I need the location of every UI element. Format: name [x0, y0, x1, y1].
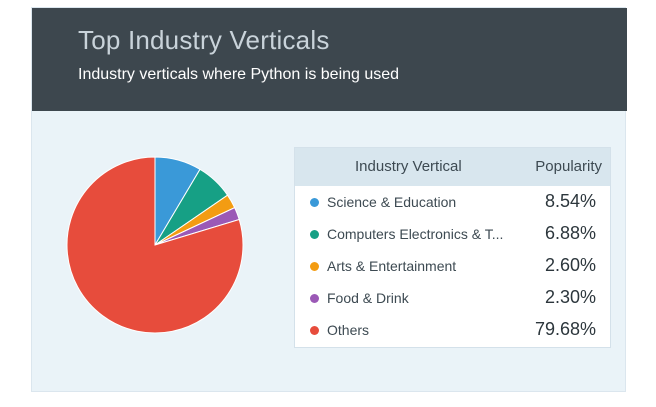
column-header-popularity: Popularity: [535, 158, 602, 175]
table-body: Science & Education 8.54% Computers Elec…: [295, 186, 610, 346]
legend-dot: [310, 326, 319, 335]
row-label: Computers Electronics & T...: [327, 226, 504, 242]
table-row: Food & Drink 2.30%: [295, 282, 610, 314]
row-value: 6.88%: [544, 223, 596, 243]
card-header: Top Industry Verticals Industry vertical…: [32, 8, 627, 111]
industry-verticals-card: Top Industry Verticals Industry vertical…: [31, 7, 627, 392]
card-title: Top Industry Verticals: [78, 25, 330, 55]
table-header: Industry Vertical Popularity: [295, 148, 610, 186]
row-label: Science & Education: [327, 194, 457, 210]
column-header-industry: Industry Vertical: [355, 158, 462, 175]
pie-chart: [66, 156, 244, 334]
row-value: 2.60%: [544, 255, 596, 275]
table-row: Science & Education 8.54%: [295, 186, 610, 218]
pie-slice-4: [66, 156, 244, 334]
legend-dot: [310, 262, 319, 271]
table-row: Arts & Entertainment 2.60%: [295, 250, 610, 282]
table-row: Computers Electronics & T... 6.88%: [295, 218, 610, 250]
row-value: 8.54%: [544, 191, 596, 211]
row-label: Arts & Entertainment: [327, 258, 457, 274]
row-value: 79.68%: [534, 319, 596, 339]
row-value: 2.30%: [544, 287, 596, 307]
card-subtitle: Industry verticals where Python is being…: [78, 66, 400, 83]
legend-dot: [310, 198, 319, 207]
legend-dot: [310, 230, 319, 239]
row-label: Others: [327, 322, 370, 338]
legend-dot: [310, 294, 319, 303]
row-label: Food & Drink: [327, 290, 409, 306]
table-row: Others 79.68%: [295, 314, 610, 346]
popularity-table: Industry Vertical Popularity Science & E…: [294, 147, 611, 348]
